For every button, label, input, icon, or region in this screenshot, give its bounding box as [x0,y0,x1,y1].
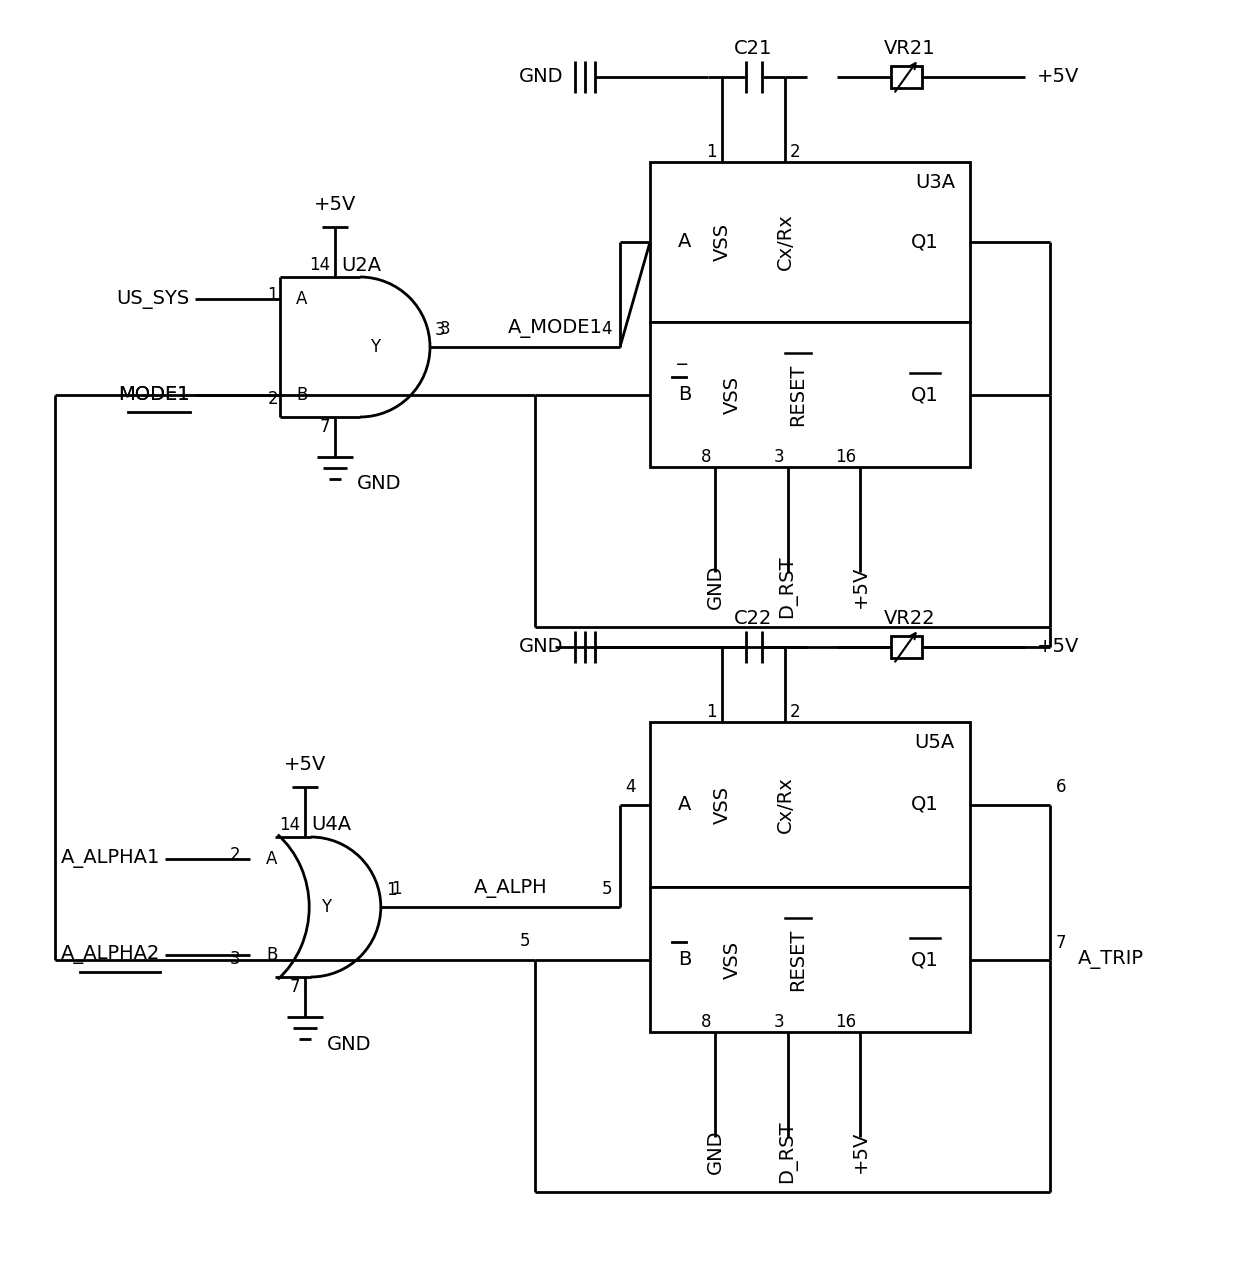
Text: 1: 1 [707,143,717,161]
Text: +5V: +5V [1037,637,1079,656]
Text: 2: 2 [268,389,278,407]
Text: +5V: +5V [1037,68,1079,87]
Bar [650,888,970,1032]
Bar [892,66,921,88]
Text: 3: 3 [774,1013,784,1031]
Text: VSS: VSS [713,785,732,824]
Text: A: A [296,290,308,308]
Text: 5: 5 [601,880,613,898]
Text: A_MODE1: A_MODE1 [507,319,603,338]
Text: 8: 8 [701,1013,711,1031]
Text: 7: 7 [1056,933,1066,951]
Text: GND: GND [327,1034,372,1054]
Text: 1: 1 [391,880,402,898]
Bar [650,722,970,888]
Text: GND: GND [357,475,402,493]
Text: VSS: VSS [713,223,732,261]
Text: VSS: VSS [723,940,742,978]
Text: B: B [678,384,692,404]
Text: 8: 8 [701,448,711,466]
Text: A_TRIP: A_TRIP [1078,950,1145,969]
Text: U4A: U4A [311,816,351,834]
Text: A_ALPHA2: A_ALPHA2 [61,945,160,964]
Text: GND: GND [518,68,563,87]
Text: Y: Y [321,898,331,916]
Text: A_ALPH: A_ALPH [474,880,547,899]
Text: VR22: VR22 [884,609,936,628]
Text: C22: C22 [734,609,773,628]
Text: B: B [267,946,278,964]
Text: 1: 1 [268,286,278,304]
Bar [892,636,921,658]
Text: VR21: VR21 [884,40,936,59]
Text: 2: 2 [790,704,801,722]
Text: Q1: Q1 [911,950,939,969]
Text: 14: 14 [279,816,300,834]
Text: 16: 16 [835,448,856,466]
Text: 4: 4 [625,778,635,796]
Text: US_SYS: US_SYS [117,290,190,309]
Text: 3: 3 [229,950,241,968]
Text: 4: 4 [601,321,613,338]
Text: 6: 6 [1056,779,1066,797]
Text: 7: 7 [320,418,330,435]
Text: U3A: U3A [915,172,955,192]
Text: +5V: +5V [284,756,326,774]
Text: B: B [296,386,308,404]
Text: 7: 7 [289,978,300,996]
Text: 1: 1 [386,881,397,899]
Text: B: B [678,950,692,969]
Text: Cx/Rx: Cx/Rx [775,776,795,833]
Text: 1: 1 [707,704,717,722]
Text: 2: 2 [790,143,801,161]
Text: MODE1: MODE1 [118,386,190,405]
Text: 16: 16 [835,1013,856,1031]
Text: VSS: VSS [723,375,742,414]
Text: A: A [267,850,278,868]
Text: +5V: +5V [851,566,869,608]
Bar [650,162,970,322]
Text: RESET: RESET [789,928,807,991]
Text: D_RST: D_RST [779,1121,797,1184]
Text: Cx/Rx: Cx/Rx [775,213,795,271]
Text: Y: Y [370,338,381,356]
Text: A: A [678,232,692,252]
Text: 3: 3 [435,321,445,338]
Text: 3: 3 [774,448,784,466]
Text: U2A: U2A [341,255,381,275]
Text: A: A [678,796,692,813]
Text: +5V: +5V [851,1131,869,1174]
Text: GND: GND [706,564,724,609]
Text: U5A: U5A [915,733,955,751]
Text: Q1: Q1 [911,796,939,813]
Text: +5V: +5V [314,195,356,215]
Text: 5: 5 [520,932,529,950]
Text: Q1: Q1 [911,384,939,404]
Text: 3: 3 [440,321,450,338]
Text: GND: GND [706,1130,724,1175]
Text: D_RST: D_RST [779,555,797,618]
Text: A_ALPHA1: A_ALPHA1 [61,849,160,868]
Bar [650,322,970,467]
Text: Q1: Q1 [911,232,939,252]
Text: GND: GND [518,637,563,656]
Text: C21: C21 [734,40,773,59]
Text: MODE1: MODE1 [118,386,190,405]
Text: 14: 14 [309,255,330,275]
Text: 2: 2 [229,845,241,865]
Text: RESET: RESET [789,364,807,425]
